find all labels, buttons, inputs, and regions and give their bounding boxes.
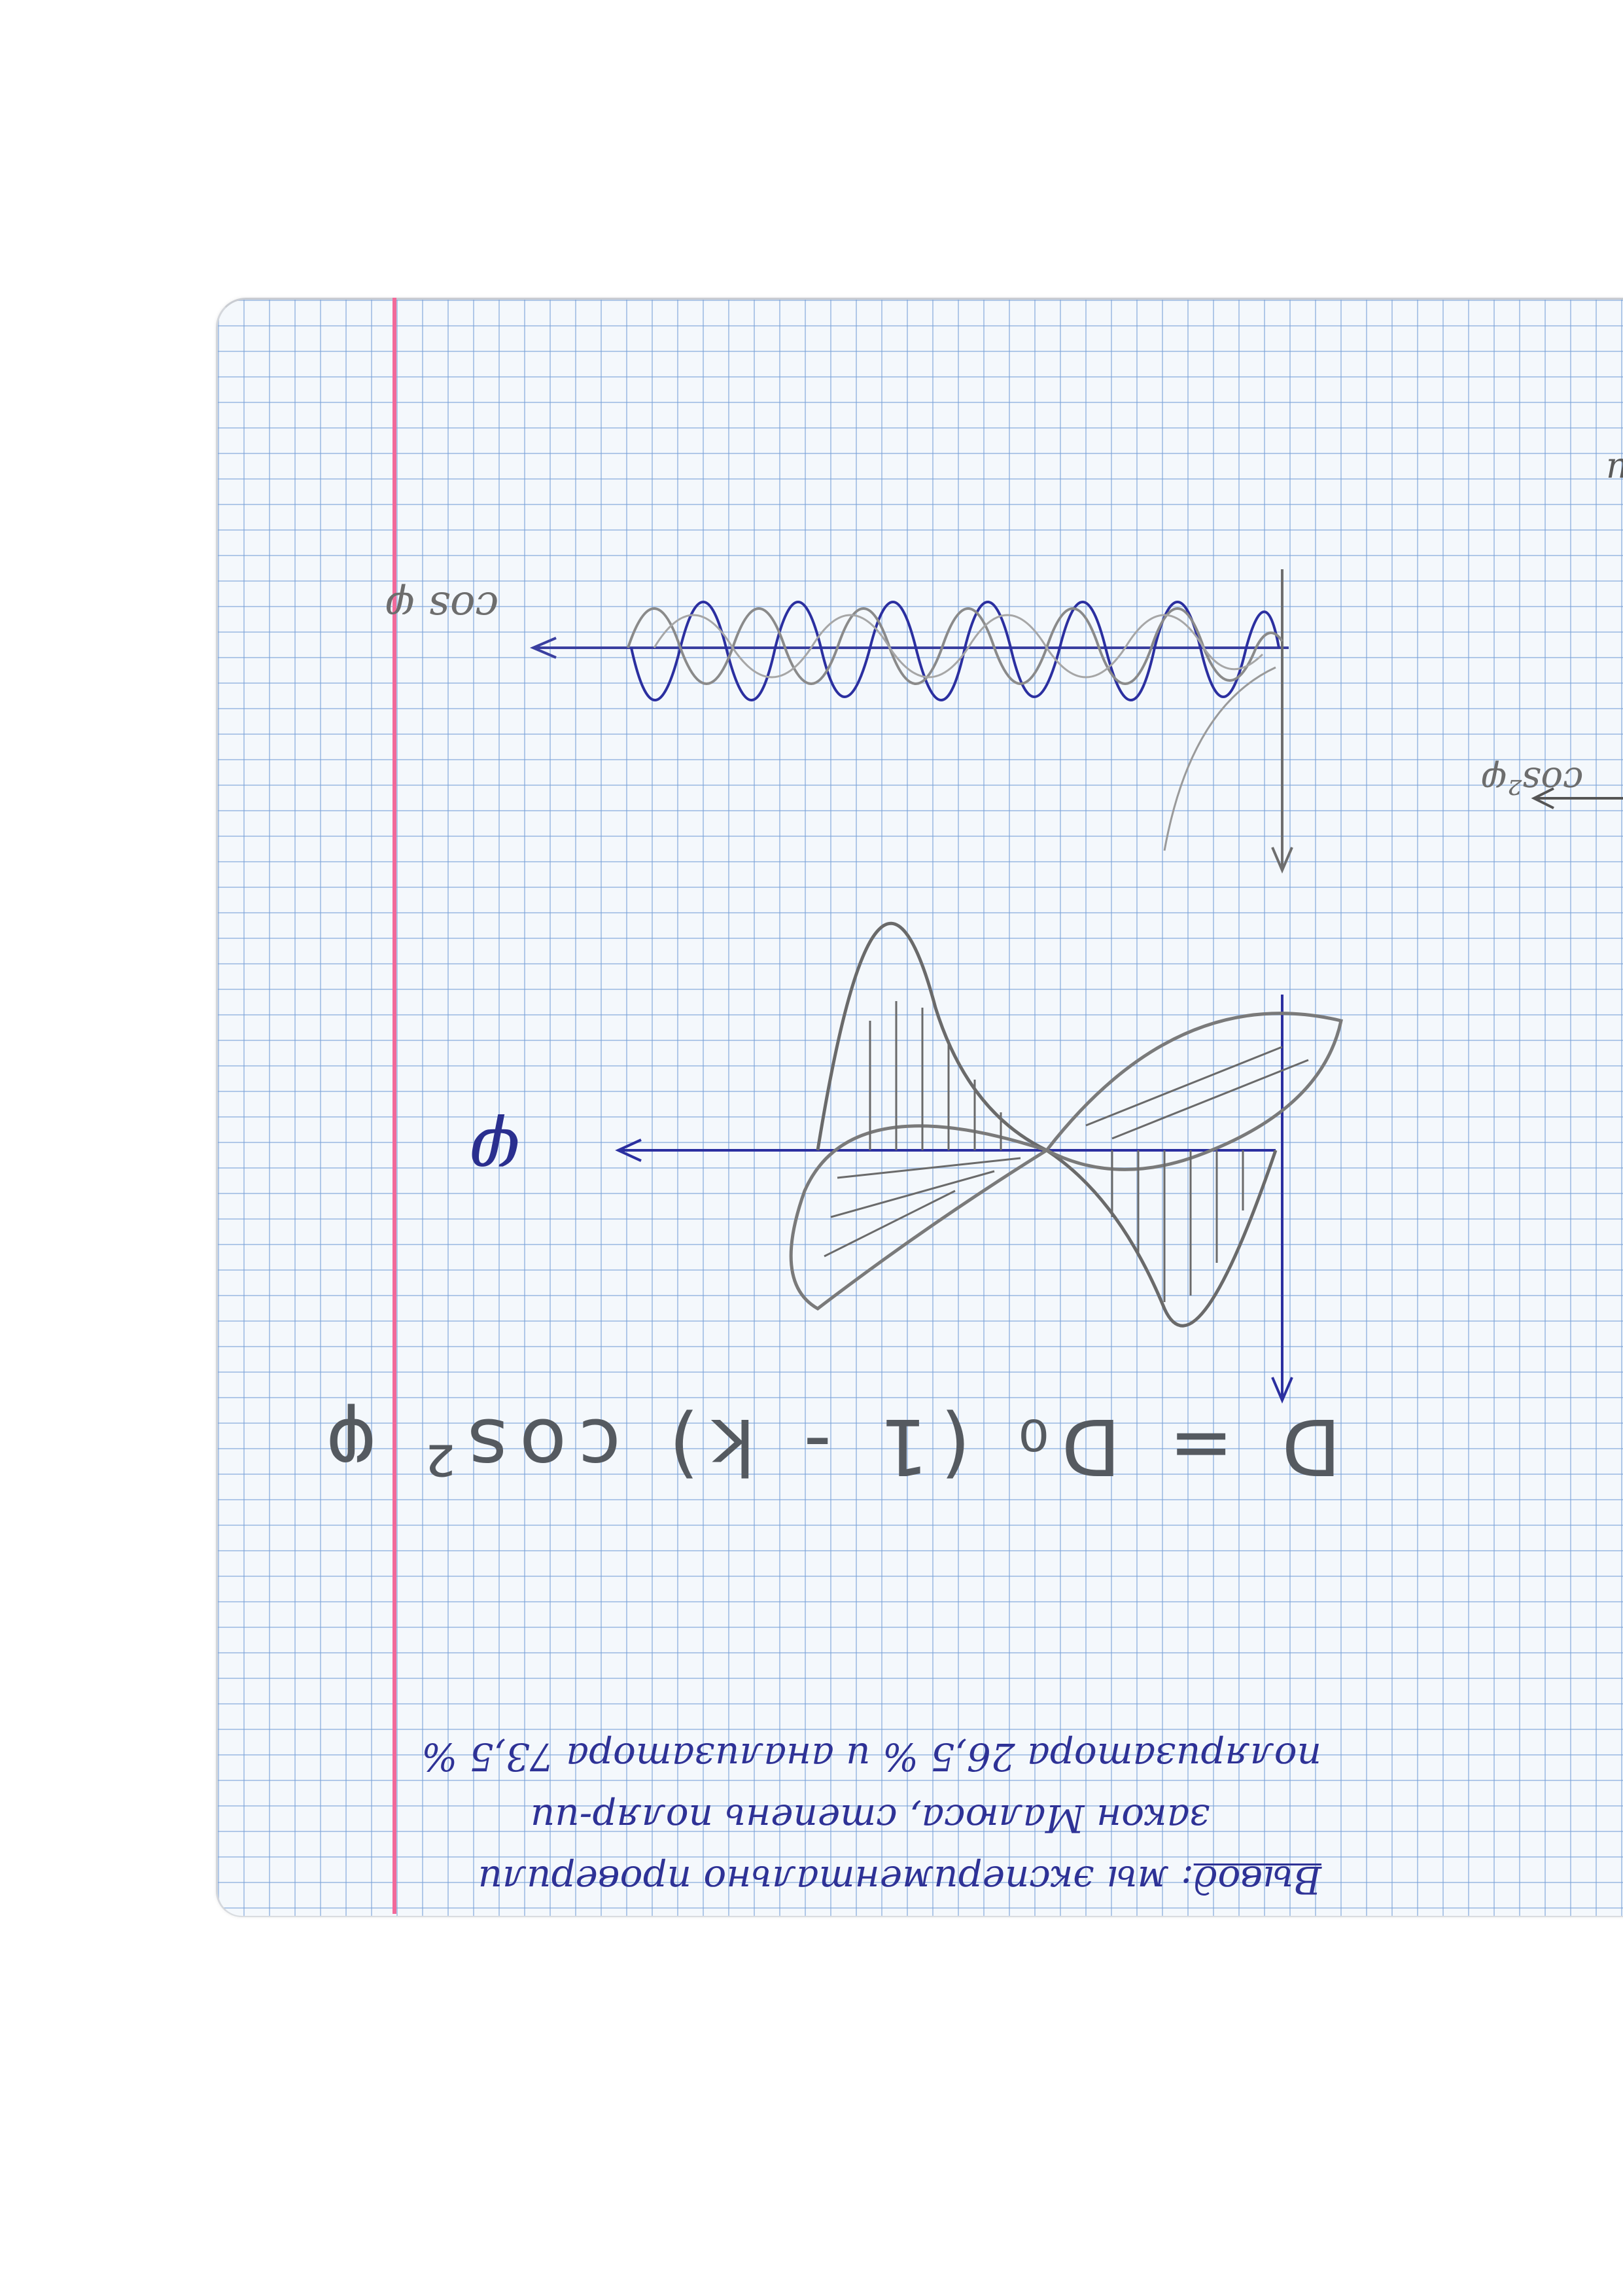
margin-line (393, 298, 396, 1914)
plot2-horizontal-axis (615, 1139, 1276, 1162)
malus-formula: D = D₀ (1 - k) cos² φ (313, 1402, 1341, 1492)
plot1-axis-label: cos φ (386, 582, 499, 631)
plot1-gray-faint-curve (653, 614, 1264, 679)
plot2-field-arrows (824, 1001, 1309, 1302)
plot1-gray-curve (627, 607, 1283, 685)
conclusion-word: Вывод (1193, 1858, 1321, 1902)
conclusion-line-1: Вывод: мы экспериментально проверили (478, 1858, 1321, 1902)
right-edge-arrow (1531, 787, 1623, 809)
notebook-sheet (216, 298, 1623, 1917)
conclusion-line-3: поляризатора 26,5 % и анализатора 73,5 % (421, 1735, 1321, 1779)
plot2-vertical-axis (1271, 995, 1293, 1404)
plot1-axes (529, 637, 1289, 659)
conclusion-line-2: закон Малюса, степень поляр-ии (530, 1796, 1210, 1841)
conclusion-text: Вывод: мы экспериментально проверили зак… (406, 1695, 1321, 1911)
plot1-pencil-arc (1163, 666, 1276, 851)
right-edge-label: cos²φ (1482, 759, 1584, 802)
plot2-sine-curve (816, 921, 1278, 1328)
right-edge-fragment: n (1606, 445, 1623, 486)
plot2-cos2-loop (789, 1012, 1343, 1311)
plot1-vertical-axis (1271, 569, 1293, 874)
plot2-axis-label: φ (471, 1112, 522, 1196)
